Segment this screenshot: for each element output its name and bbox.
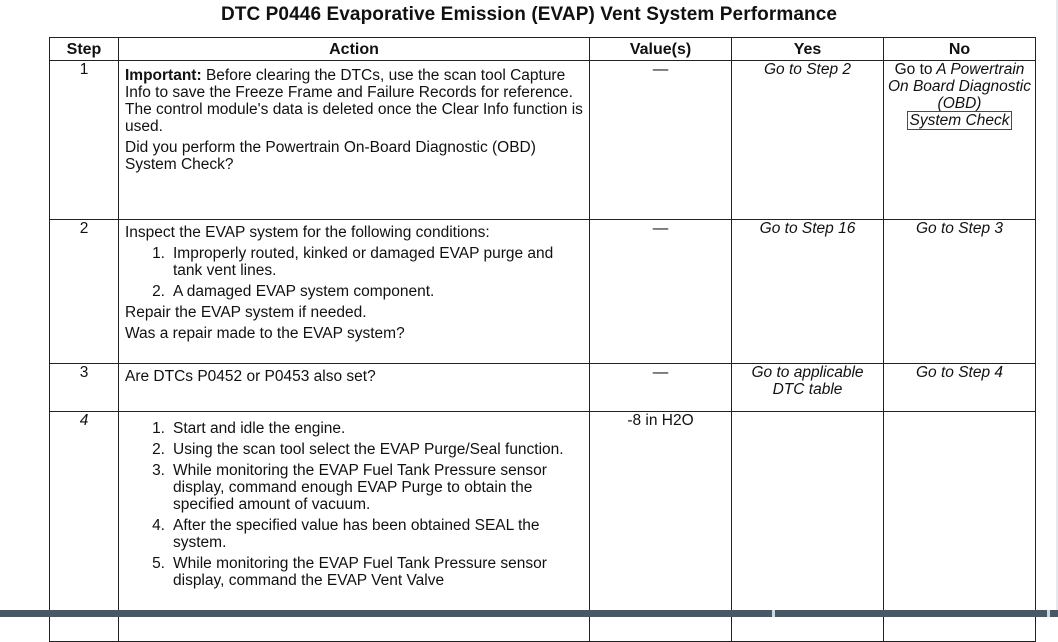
table-row: 2 Inspect the EVAP system for the follow…	[49, 219, 1036, 364]
list-item: 2. Using the scan tool select the EVAP P…	[125, 441, 583, 458]
list-text: Using the scan tool select the EVAP Purg…	[173, 441, 564, 458]
no-reference: A Powertrain On Board Diagnostic (OBD)	[887, 61, 1032, 112]
action-cell: 1. Start and idle the engine. 2. Using t…	[118, 411, 590, 642]
yes-cell: Go to applicable DTC table	[731, 363, 884, 412]
header-yes: Yes	[731, 37, 884, 61]
step-question: Are DTCs P0452 or P0453 also set?	[125, 368, 376, 385]
list-number: 4.	[152, 517, 165, 534]
diagnostic-table: Step Action Value(s) Yes No 1 Important:…	[49, 37, 1036, 642]
viewer-edge	[1056, 0, 1058, 610]
step-number: 4	[49, 411, 119, 642]
list-text: While monitoring the EVAP Fuel Tank Pres…	[173, 555, 547, 589]
horizontal-scrollbar[interactable]	[0, 610, 1058, 617]
action-cell: Important: Before clearing the DTCs, use…	[118, 60, 590, 220]
list-number: 2.	[152, 283, 165, 300]
list-item: 2. A damaged EVAP system component.	[125, 283, 583, 300]
important-label: Important:	[125, 67, 202, 84]
value-cell: —	[589, 363, 732, 412]
value-cell: —	[589, 219, 732, 364]
step-number: 1	[49, 60, 119, 220]
no-cell: Go to Step 3	[883, 219, 1036, 364]
list-item: 4. After the specified value has been ob…	[125, 517, 583, 551]
list-number: 5.	[152, 555, 165, 572]
step-number-text: 4	[79, 412, 89, 429]
no-cell	[883, 411, 1036, 642]
header-action: Action	[118, 37, 590, 61]
list-number: 1.	[152, 245, 165, 262]
scrollbar-divider	[772, 610, 775, 617]
step-note: Repair the EVAP system if needed.	[125, 304, 367, 321]
no-prefix: Go to	[894, 61, 933, 78]
step-number: 2	[49, 219, 119, 364]
yes-cell: Go to Step 2	[731, 60, 884, 220]
list-item: 3. While monitoring the EVAP Fuel Tank P…	[125, 462, 583, 513]
list-text: While monitoring the EVAP Fuel Tank Pres…	[173, 462, 547, 513]
list-item: 5. While monitoring the EVAP Fuel Tank P…	[125, 555, 583, 589]
list-text: Start and idle the engine.	[173, 420, 346, 437]
scrollbar-divider	[1047, 610, 1050, 617]
step-intro: Inspect the EVAP system for the followin…	[125, 224, 490, 241]
step-question: Was a repair made to the EVAP system?	[125, 325, 405, 342]
list-number: 3.	[152, 462, 165, 479]
value-cell: -8 in H2O	[589, 411, 732, 642]
no-cell: Go to A Powertrain On Board Diagnostic (…	[883, 60, 1036, 220]
list-text: A damaged EVAP system component.	[173, 283, 435, 300]
system-check-link[interactable]: System Check	[906, 111, 1013, 130]
list-item: 1. Improperly routed, kinked or damaged …	[125, 245, 583, 279]
table-row: 4 1. Start and idle the engine. 2. Using…	[49, 411, 1036, 642]
list-item: 1. Start and idle the engine.	[125, 420, 583, 437]
header-step: Step	[49, 37, 119, 61]
important-text: Before clearing the DTCs, use the scan t…	[125, 67, 583, 135]
important-note: Important: Before clearing the DTCs, use…	[125, 67, 583, 135]
step-question: Did you perform the Powertrain On-Board …	[125, 139, 536, 173]
step-number: 3	[49, 363, 119, 412]
header-values: Value(s)	[589, 37, 732, 61]
header-no: No	[883, 37, 1036, 61]
list-number: 1.	[152, 420, 165, 437]
table-header-row: Step Action Value(s) Yes No	[49, 37, 1036, 61]
action-cell: Are DTCs P0452 or P0453 also set?	[118, 363, 590, 412]
list-number: 2.	[152, 441, 165, 458]
list-text: Improperly routed, kinked or damaged EVA…	[173, 245, 554, 279]
page-title: DTC P0446 Evaporative Emission (EVAP) Ve…	[220, 4, 838, 25]
action-cell: Inspect the EVAP system for the followin…	[118, 219, 590, 364]
table-row: 1 Important: Before clearing the DTCs, u…	[49, 60, 1036, 220]
no-cell: Go to Step 4	[883, 363, 1036, 412]
yes-cell: Go to Step 16	[731, 219, 884, 364]
value-cell: —	[589, 60, 732, 220]
yes-cell	[731, 411, 884, 642]
table-row: 3 Are DTCs P0452 or P0453 also set? — Go…	[49, 363, 1036, 412]
list-text: After the specified value has been obtai…	[173, 517, 540, 551]
